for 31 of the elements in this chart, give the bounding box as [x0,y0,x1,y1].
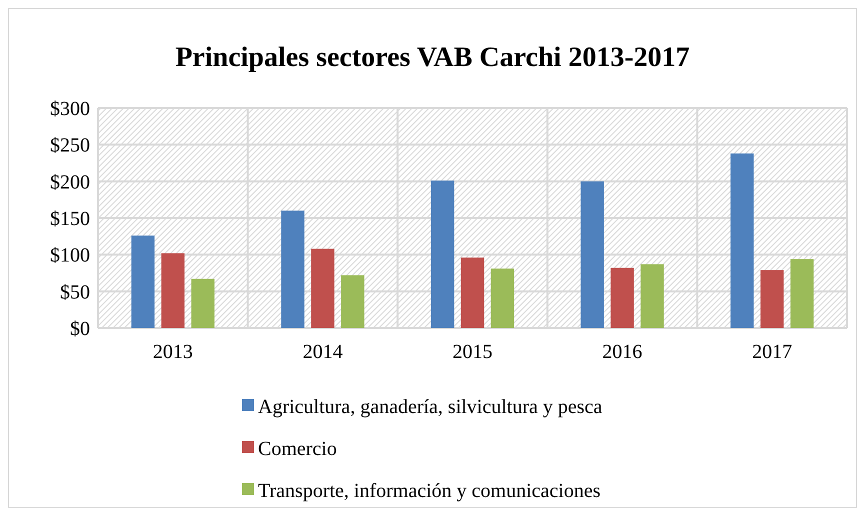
x-tick-label: 2015 [452,341,492,363]
y-tick-label: $50 [60,281,90,304]
bar [341,275,364,328]
x-tick-label: 2017 [752,341,792,363]
legend-label: Transporte, información y comunicaciones [258,480,601,502]
y-tick-label: $200 [50,171,90,194]
x-tick-label: 2013 [152,341,193,363]
bar [161,253,185,328]
bar [760,270,784,328]
x-tick-label: 2016 [602,341,642,363]
bar [610,268,634,328]
y-tick-label: $100 [50,244,90,267]
legend-label: Comercio [258,438,337,460]
bar [311,248,334,328]
bar [460,258,484,328]
bar [580,181,604,328]
y-tick-label: $150 [50,208,90,230]
legend-label: Agricultura, ganadería, silvicultura y pesca [258,396,602,418]
y-tick-label: $0 [70,318,90,340]
y-tick-label: $250 [50,134,90,157]
bar [730,153,754,328]
y-tick-label: $300 [50,98,90,120]
chart-title: Principales sectores VAB Carchi 2013-2017 [175,42,690,73]
bar [131,236,155,328]
bar [191,278,214,328]
bar [790,259,814,328]
bar [490,268,514,328]
x-tick-label: 2014 [302,341,343,363]
bar [281,210,304,328]
bar [640,264,664,328]
bar [430,180,454,328]
